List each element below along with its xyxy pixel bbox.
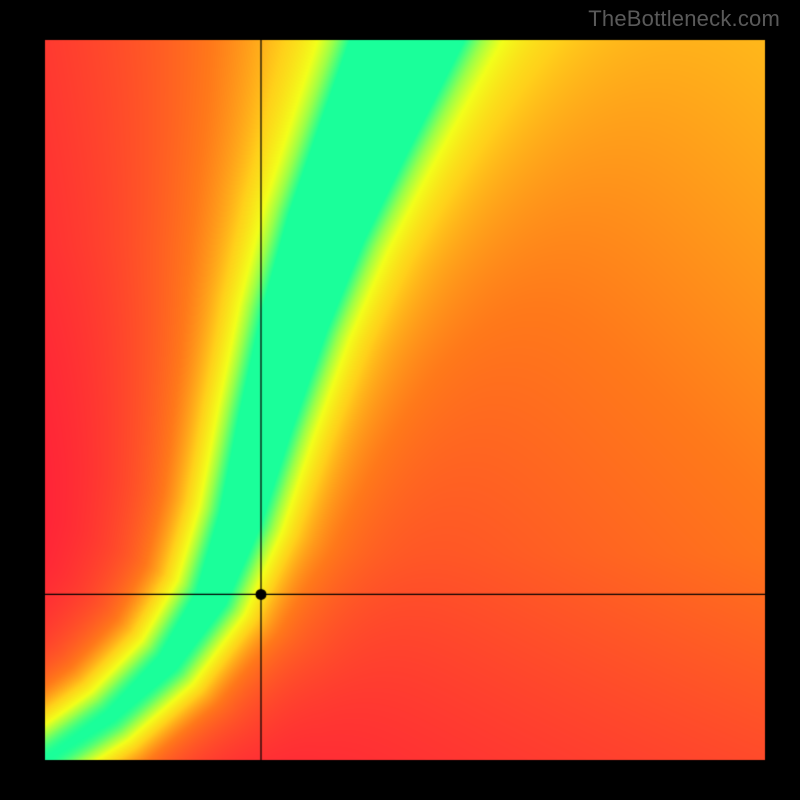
chart-container: TheBottleneck.com [0, 0, 800, 800]
watermark-text: TheBottleneck.com [588, 6, 780, 32]
heatmap-canvas [0, 0, 800, 800]
